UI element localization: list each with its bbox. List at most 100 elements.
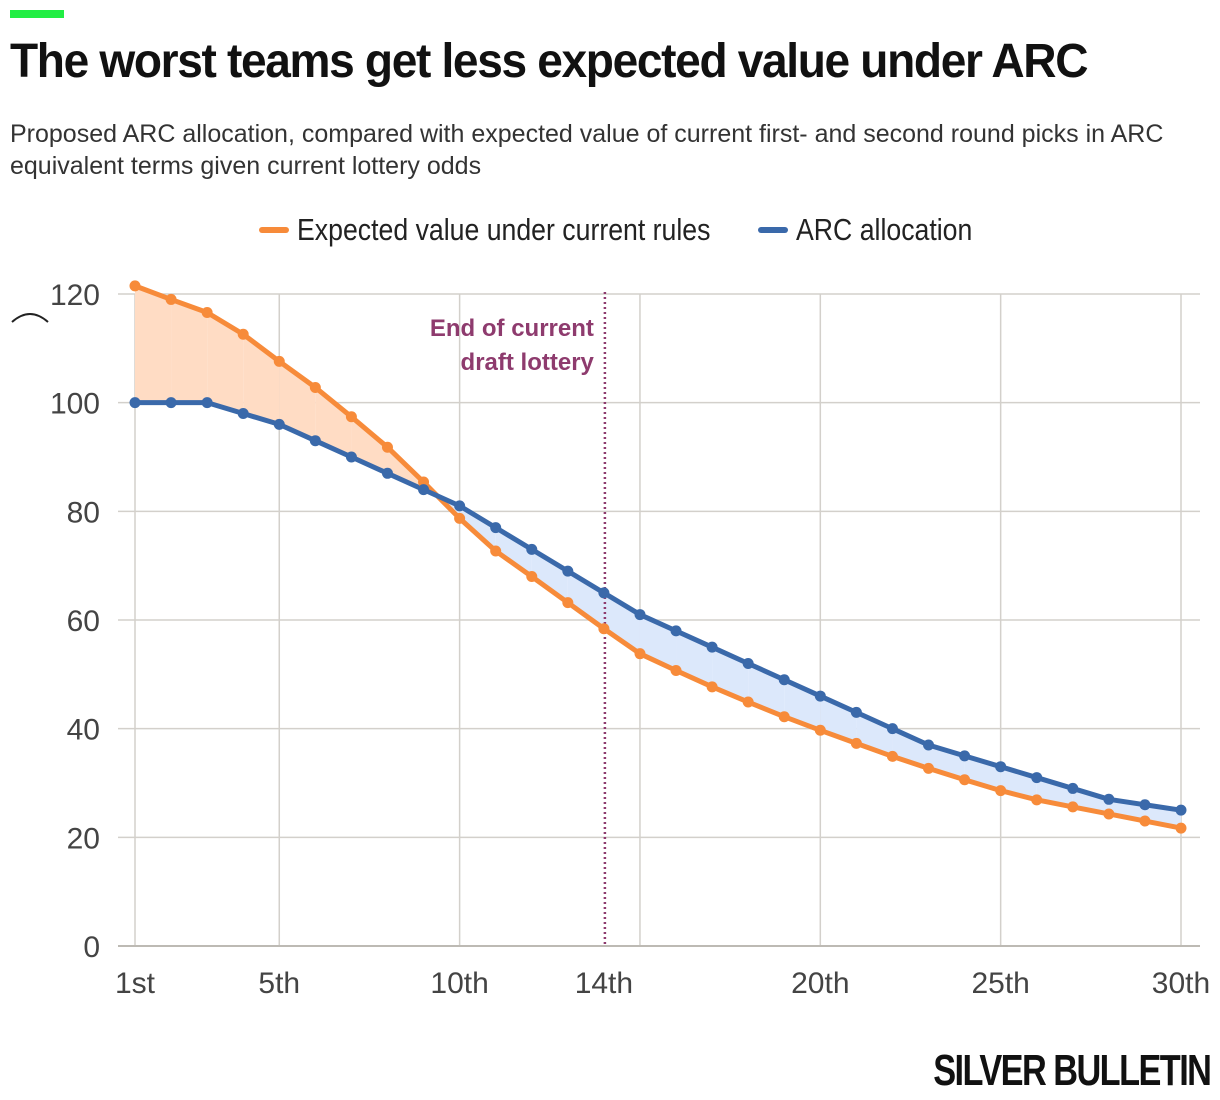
- y-tick-label: 80: [67, 496, 100, 529]
- expected-value-point: [886, 750, 898, 762]
- legend-item-arc: ARC allocation: [757, 212, 972, 248]
- expected-value-point: [634, 648, 646, 660]
- expected-value-point: [814, 724, 826, 736]
- y-tick-label: 60: [67, 605, 100, 638]
- arc-allocation-point: [562, 565, 574, 577]
- expected-value-point: [598, 623, 610, 635]
- difference-area: [315, 387, 352, 457]
- y-tick-label: 0: [83, 931, 100, 964]
- arc-allocation-point: [273, 418, 285, 430]
- arc-allocation-point: [598, 587, 610, 599]
- x-tick-label: 20th: [791, 967, 849, 1000]
- expected-value-point: [418, 476, 430, 488]
- expected-value-point: [778, 711, 790, 723]
- difference-area: [171, 299, 208, 403]
- difference-area: [567, 571, 604, 629]
- arc-allocation-point: [850, 706, 862, 718]
- arc-allocation-point: [778, 674, 790, 686]
- legend-label-expected: Expected value under current rules: [297, 212, 711, 247]
- expected-value-point: [670, 665, 682, 677]
- arc-allocation-point: [1067, 782, 1079, 794]
- x-tick-label: 5th: [258, 967, 300, 1000]
- expected-value-point: [129, 280, 141, 292]
- arc-allocation-line: [132, 400, 1184, 813]
- expected-value-point: [273, 355, 285, 367]
- difference-area: [495, 527, 532, 577]
- difference-area: [531, 549, 568, 603]
- expected-value-point: [1175, 822, 1187, 834]
- axis-layer: 0 20 40 60 80 100 120 1st 5th 10th 14th 20th 25th 30t…: [11, 279, 1210, 1000]
- arc-allocation-point: [1103, 793, 1115, 805]
- chart-subtitle: Proposed ARC allocation, compared with e…: [10, 120, 1164, 180]
- arc-allocation-point: [923, 739, 935, 751]
- expected-value-point: [995, 785, 1007, 797]
- arc-allocation-point: [634, 609, 646, 621]
- expected-value-point: [237, 328, 249, 340]
- expected-value-point: [1139, 815, 1151, 827]
- y-tick-label: 20: [67, 822, 100, 855]
- accent-bar: [10, 10, 64, 18]
- legend-swatch-expected: [259, 227, 290, 233]
- expected-value-point: [454, 512, 466, 524]
- legend-swatch-arc: [757, 227, 788, 233]
- y-tick-label: 100: [50, 388, 100, 421]
- arc-allocation-point: [345, 451, 357, 463]
- arc-allocation-point: [454, 500, 466, 512]
- expected-value-point: [381, 441, 393, 453]
- area-layer: [135, 285, 1181, 829]
- difference-area: [603, 592, 640, 654]
- arc-allocation-point: [526, 543, 538, 555]
- arc-allocation-point: [1139, 799, 1151, 811]
- arc-allocation-point: [742, 657, 754, 669]
- expected-value-point: [742, 696, 754, 708]
- arc-allocation-point: [490, 522, 502, 534]
- arc-allocation-point: [418, 484, 430, 496]
- annotation-label: End of current: [430, 315, 594, 342]
- x-tick-label: 1st: [115, 967, 156, 1000]
- arc-allocation-point: [165, 397, 177, 409]
- expected-value-point: [309, 381, 321, 393]
- arc-allocation-point: [706, 641, 718, 653]
- arc-allocation-point: [670, 625, 682, 637]
- expected-value-point: [490, 545, 502, 557]
- arc-allocation-point: [814, 690, 826, 702]
- annotation-label: draft lottery: [461, 349, 595, 376]
- brand-logo: SILVER BULLETIN: [932, 1046, 1212, 1095]
- arc-allocation-point: [309, 435, 321, 447]
- y-tick-label: 40: [67, 714, 100, 747]
- y-tick-label: 120: [50, 279, 100, 312]
- expected-value-point: [1103, 808, 1115, 820]
- line-chart: End of current draft lottery 0 20 40 60 80 100…: [11, 279, 1210, 1000]
- expected-value-point: [165, 293, 177, 305]
- arc-allocation-point: [129, 397, 141, 409]
- chart-title: The worst teams get less expected value …: [10, 35, 1088, 88]
- arc-allocation-point: [995, 761, 1007, 773]
- expected-value-point: [1067, 801, 1079, 813]
- expected-value-point: [345, 411, 357, 423]
- x-tick-label: 10th: [430, 967, 488, 1000]
- legend-label-arc: ARC allocation: [795, 212, 973, 247]
- legend-item-expected: Expected value under current rules: [259, 212, 738, 248]
- expected-value-point: [850, 737, 862, 749]
- x-tick-label: 25th: [971, 967, 1029, 1000]
- expected-value-point: [923, 762, 935, 774]
- arc-allocation-point: [381, 467, 393, 479]
- arc-allocation-point: [959, 750, 971, 762]
- expected-value-line: [132, 283, 1184, 831]
- difference-area: [207, 312, 244, 414]
- arc-allocation-point: [201, 397, 213, 409]
- expected-value-point: [526, 571, 538, 583]
- expected-value-point: [1031, 794, 1043, 806]
- expected-value-point: [706, 681, 718, 693]
- expected-value-point: [959, 774, 971, 786]
- arc-allocation-point: [237, 408, 249, 420]
- x-tick-label: 14th: [575, 967, 633, 1000]
- series-layer: [129, 280, 1187, 834]
- legend: Expected value under current rules ARC a…: [0, 212, 1220, 248]
- annotation-layer: End of current draft lottery: [430, 292, 607, 946]
- arc-allocation-point: [1175, 804, 1187, 816]
- axis-break-mark: [11, 313, 49, 323]
- expected-value-point: [201, 306, 213, 318]
- difference-area: [135, 285, 172, 403]
- x-tick-label: 30th: [1152, 967, 1210, 1000]
